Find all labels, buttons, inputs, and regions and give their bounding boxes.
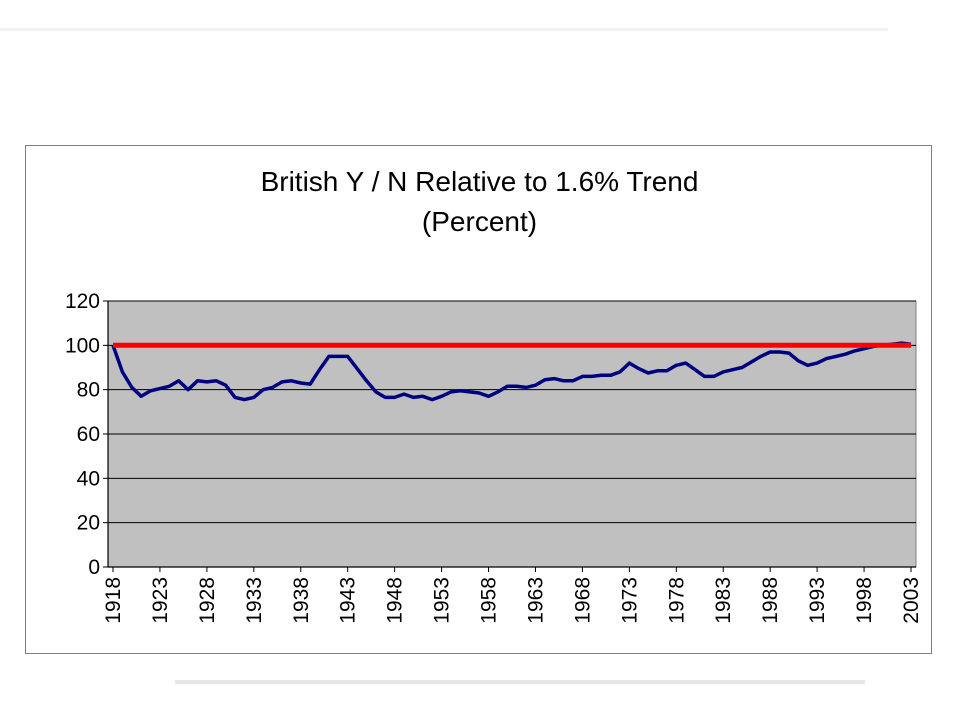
- x-tick-label: 1988: [759, 577, 782, 624]
- x-tick-label: 1993: [806, 577, 829, 624]
- x-tick-label: 1923: [149, 577, 172, 624]
- y-tick-label: 20: [77, 512, 100, 535]
- top-divider: [0, 28, 888, 31]
- x-tick-label: 1928: [196, 577, 219, 624]
- y-tick-label: 0: [88, 556, 100, 579]
- x-tick-label: 1968: [571, 577, 594, 624]
- x-tick-label: 1948: [384, 577, 407, 624]
- x-tick-label: 1958: [478, 577, 501, 624]
- y-tick-label: 120: [65, 290, 100, 313]
- x-tick-label: 1978: [665, 577, 688, 624]
- x-tick-label: 1933: [243, 577, 266, 624]
- line-chart: 0 20 40 60 80 100 120 1918 1923 1928 1933 1938 1943 1…: [65, 290, 923, 624]
- y-tick-label: 100: [65, 334, 100, 357]
- x-tick-label: 1943: [337, 577, 360, 624]
- x-tick-label: 2003: [900, 577, 923, 624]
- chart-title-line-1: British Y / N Relative to 1.6% Trend: [260, 166, 699, 197]
- x-tick-label: 1953: [431, 577, 454, 624]
- chart-area: British Y / N Relative to 1.6% Trend (Pe…: [25, 145, 932, 654]
- bottom-divider: [175, 680, 865, 684]
- series-line: [111, 341, 912, 402]
- x-tick-label: 1918: [102, 577, 125, 624]
- chart-title-line-2: (Percent): [421, 206, 538, 237]
- x-tick-label: 1998: [853, 577, 876, 624]
- x-tick-label: 1938: [290, 577, 313, 624]
- x-tick-label: 1973: [618, 577, 641, 624]
- x-tick-label: 1963: [524, 577, 547, 624]
- y-tick-label: 80: [77, 379, 100, 402]
- y-tick-label: 60: [77, 423, 100, 446]
- x-tick-label: 1983: [712, 577, 735, 624]
- y-tick-label: 40: [77, 467, 100, 490]
